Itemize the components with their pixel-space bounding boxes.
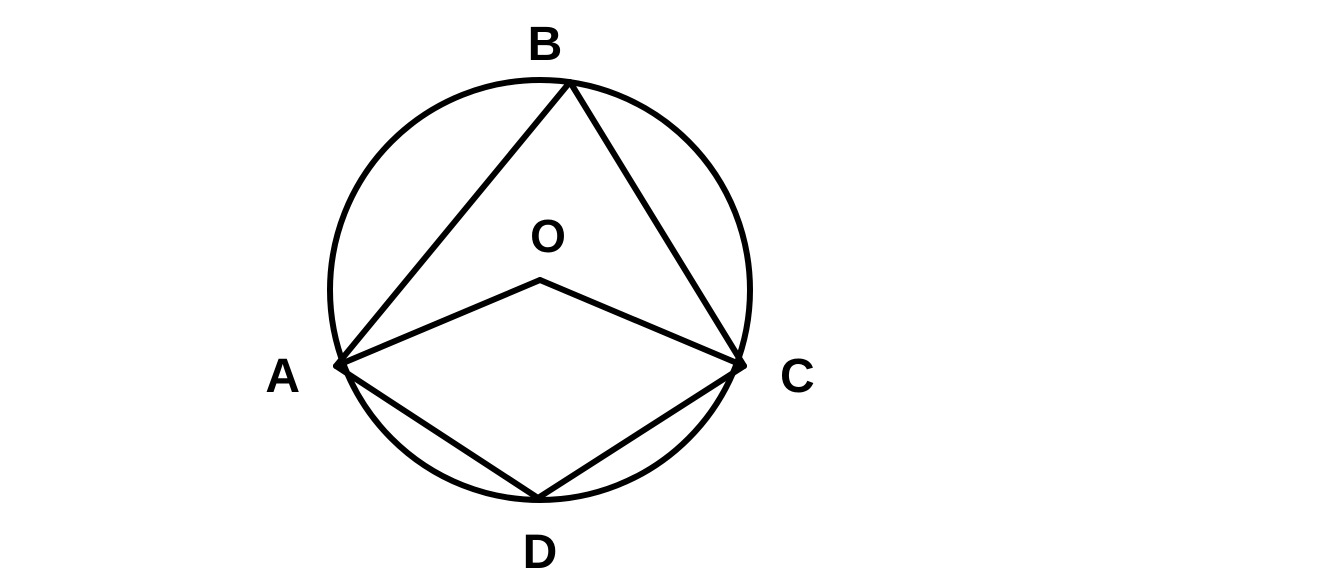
segment-ao	[336, 280, 540, 366]
label-a: A	[265, 350, 300, 403]
label-o: O	[530, 210, 566, 262]
segment-oc	[540, 280, 744, 366]
circle-o	[330, 80, 750, 500]
segment-dc	[538, 366, 744, 498]
label-b: B	[528, 18, 563, 71]
segment-ad	[336, 366, 538, 498]
label-c: C	[780, 350, 815, 403]
label-d: D	[523, 526, 558, 579]
chord-group	[336, 82, 744, 498]
segment-bc	[570, 82, 744, 366]
